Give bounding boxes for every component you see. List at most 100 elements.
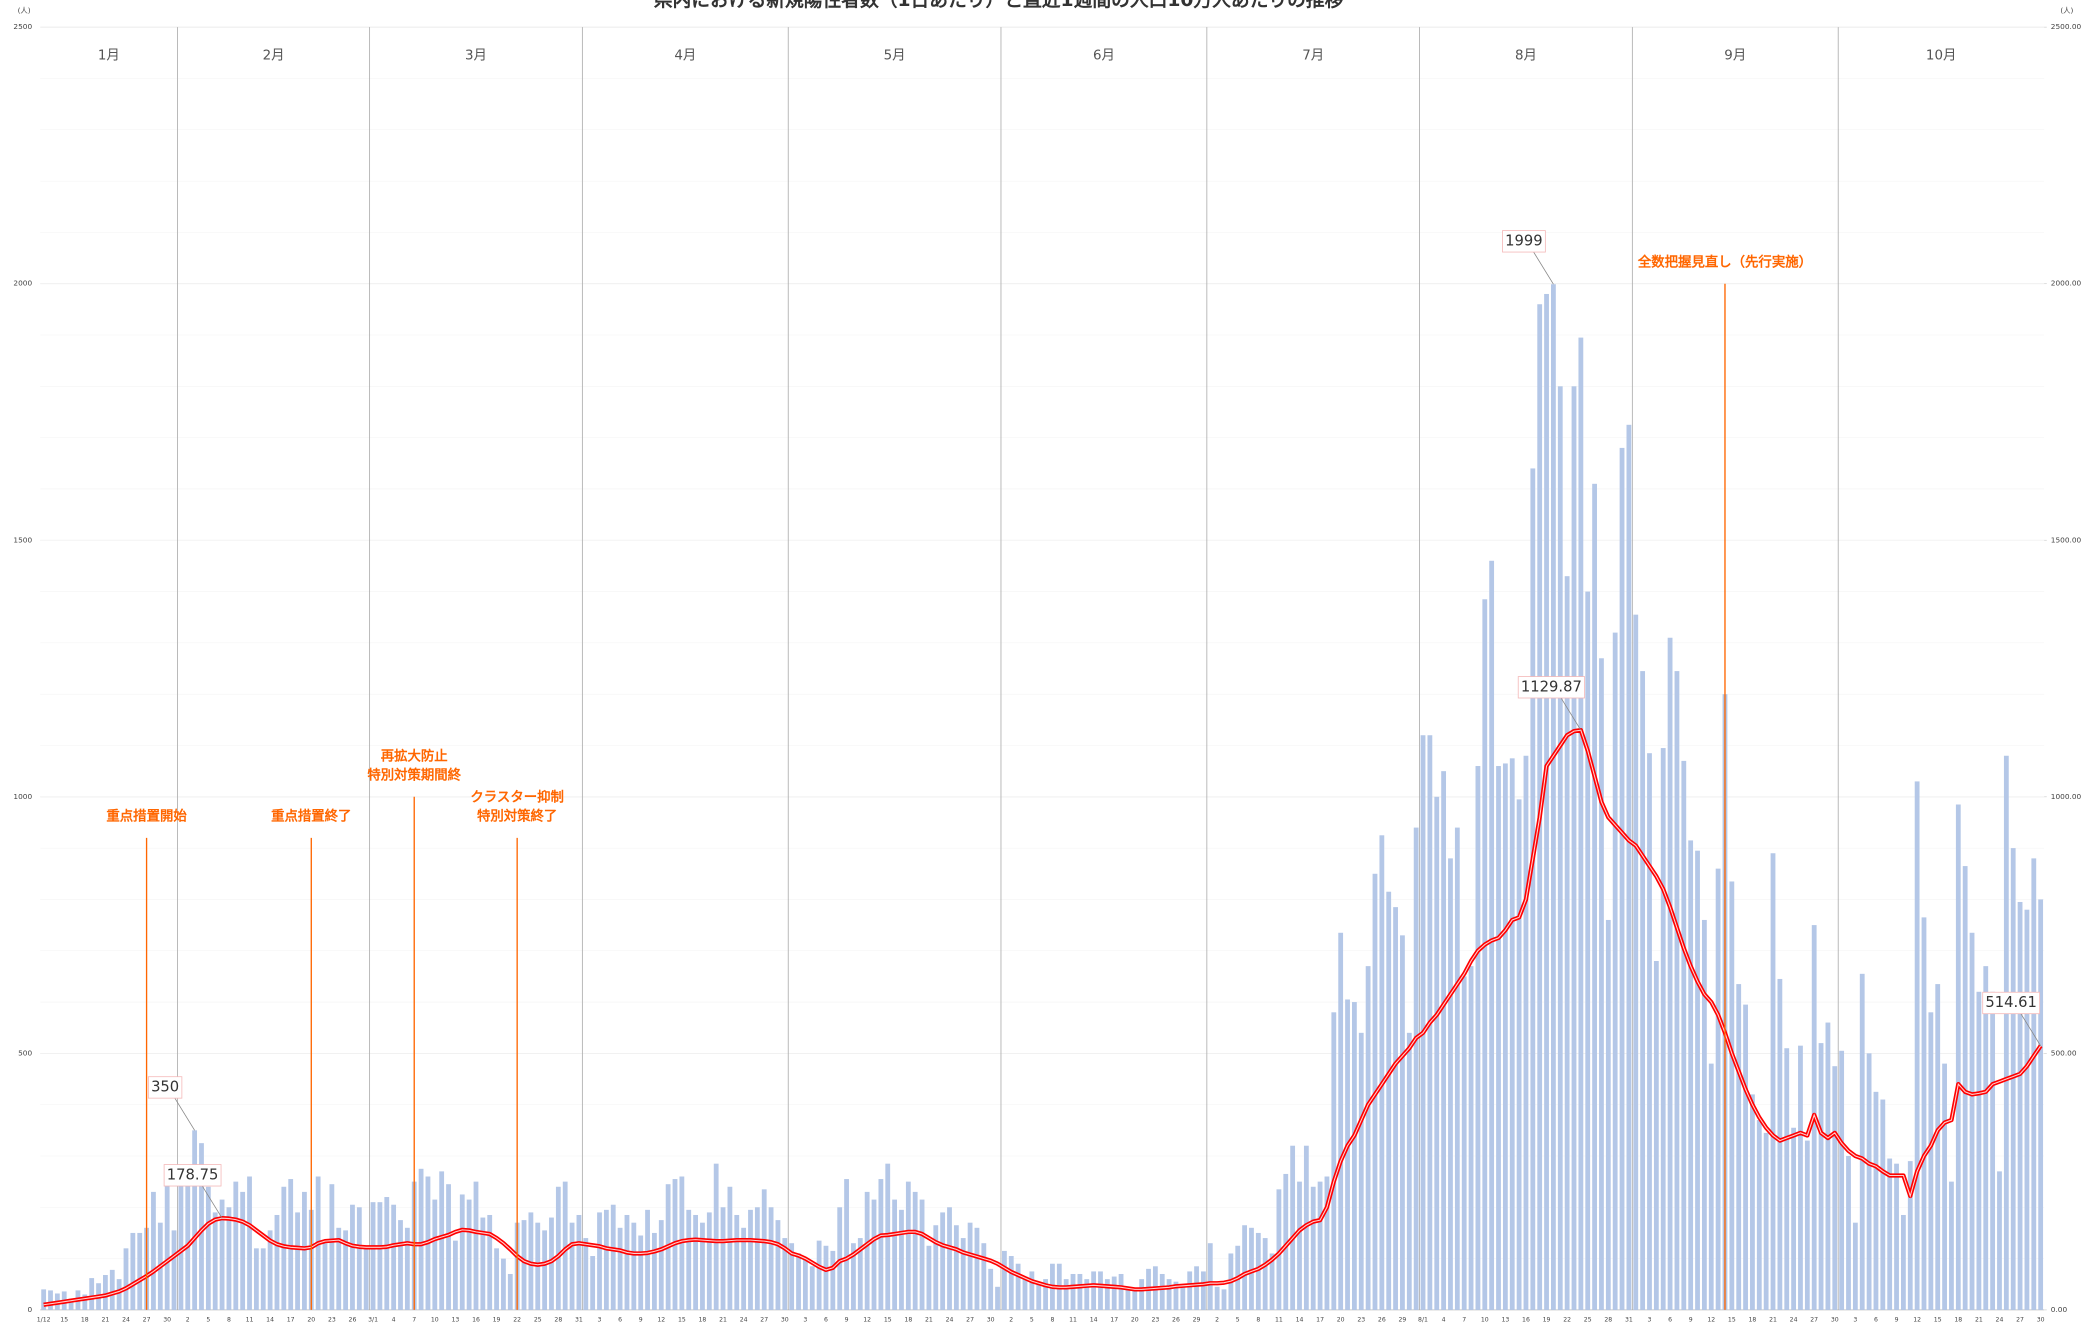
x-tick-label: 14 — [266, 1316, 274, 1323]
bar — [1448, 858, 1453, 1310]
x-tick-label: 24 — [946, 1316, 954, 1323]
x-tick-label: 6 — [1874, 1316, 1878, 1323]
data-label: 1999 — [1505, 232, 1543, 249]
annotation-text: 重点措置終了 — [271, 807, 351, 824]
x-tick-label: 23 — [1357, 1316, 1365, 1323]
bar — [1331, 1012, 1337, 1310]
bar — [1859, 973, 1865, 1310]
bar — [1667, 637, 1673, 1310]
bar — [1653, 960, 1659, 1310]
bar — [1475, 766, 1481, 1310]
x-tick-label: 26 — [1172, 1316, 1180, 1323]
x-tick-label: 30 — [987, 1316, 995, 1323]
bar — [171, 1230, 177, 1310]
x-tick-label: 26 — [1378, 1316, 1386, 1323]
bar — [130, 1232, 136, 1310]
bar — [1756, 1120, 1762, 1310]
bar — [219, 1199, 225, 1310]
bar — [1544, 293, 1549, 1310]
bar — [1317, 1181, 1323, 1310]
annotation-text: 重点措置開始 — [106, 807, 187, 824]
bar — [830, 1250, 836, 1310]
month-label: 10月 — [1926, 48, 1956, 63]
bar — [988, 1268, 994, 1310]
bar — [1454, 827, 1460, 1310]
bar — [1509, 758, 1515, 1310]
bar — [2010, 848, 2016, 1310]
bar — [185, 1168, 191, 1310]
y-tick-label: 0 — [27, 1305, 32, 1314]
bar — [1310, 1186, 1316, 1310]
bar — [1942, 1063, 1947, 1310]
x-tick-label: 15 — [60, 1316, 68, 1323]
bar — [377, 1202, 383, 1310]
bar — [1907, 1161, 1913, 1310]
x-tick-label: 21 — [719, 1316, 727, 1323]
bar — [761, 1189, 767, 1310]
month-label: 7月 — [1302, 48, 1324, 63]
x-tick-label: 16 — [1522, 1316, 1530, 1323]
bar — [48, 1290, 53, 1310]
x-tick-label: 30 — [2037, 1316, 2045, 1323]
bar — [1777, 978, 1783, 1310]
bar — [562, 1181, 568, 1310]
y2-unit: (人) — [2060, 6, 2073, 15]
bar — [1894, 1163, 1899, 1310]
bar — [1118, 1273, 1124, 1310]
bar — [1043, 1279, 1048, 1310]
bar — [1441, 771, 1447, 1310]
bar — [1914, 781, 1920, 1310]
bar — [116, 1279, 122, 1310]
bar — [151, 1191, 156, 1310]
bar — [905, 1181, 911, 1310]
callout-leader — [200, 1183, 223, 1219]
x-tick-label: 7 — [412, 1316, 416, 1323]
data-label: 514.61 — [1985, 994, 2037, 1011]
month-label: 2月 — [263, 48, 285, 63]
x-tick-label: 27 — [143, 1316, 151, 1323]
bar — [1166, 1279, 1172, 1310]
callout-leader — [1531, 249, 1554, 285]
x-tick-label: 13 — [1501, 1316, 1509, 1323]
x-tick-label: 19 — [493, 1316, 501, 1323]
bar — [1379, 835, 1385, 1310]
callout-box — [147, 1076, 183, 1099]
bar — [1695, 850, 1700, 1310]
bar — [1674, 671, 1680, 1310]
bar — [878, 1179, 884, 1310]
bar — [1338, 932, 1344, 1310]
bar — [1928, 1012, 1934, 1310]
bar — [446, 1184, 451, 1310]
callout-leader — [2018, 1010, 2041, 1047]
y2-tick-label: 2500.00 — [2051, 22, 2082, 31]
bar — [1763, 1132, 1769, 1310]
x-tick-label: 30 — [1831, 1316, 1839, 1323]
bar — [1187, 1271, 1193, 1310]
bar — [336, 1227, 342, 1310]
bar — [2017, 901, 2023, 1310]
bar — [178, 1166, 184, 1310]
bar — [1935, 984, 1941, 1310]
bar — [1564, 576, 1570, 1310]
bar — [1832, 1066, 1838, 1310]
bar — [452, 1240, 458, 1310]
x-tick-label: 18 — [1749, 1316, 1757, 1323]
bar — [802, 1258, 808, 1310]
x-tick-label: 9 — [639, 1316, 643, 1323]
bar — [507, 1273, 513, 1310]
bar — [995, 1286, 1000, 1310]
month-label: 6月 — [1093, 48, 1115, 63]
x-tick-label: 3 — [1648, 1316, 1652, 1323]
callout-box — [1517, 676, 1585, 699]
x-tick-label: 9 — [1895, 1316, 1899, 1323]
bar — [1283, 1173, 1289, 1310]
bar — [837, 1207, 843, 1310]
x-tick-label: 3 — [598, 1316, 602, 1323]
bar — [2003, 755, 2009, 1310]
bar — [384, 1197, 390, 1310]
bar — [1523, 755, 1529, 1310]
bar — [1015, 1263, 1021, 1310]
bar — [1708, 1063, 1714, 1310]
bar — [638, 1235, 644, 1310]
bar — [1242, 1225, 1247, 1310]
